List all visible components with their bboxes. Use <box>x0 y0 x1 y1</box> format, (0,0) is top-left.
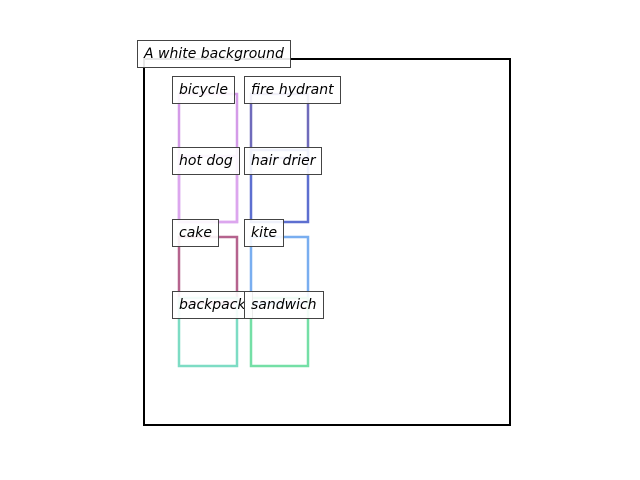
label-kite: kite <box>244 219 285 247</box>
scene-frame <box>143 58 511 426</box>
label-sandwich: sandwich <box>244 291 324 319</box>
label-bicycle: bicycle <box>172 76 235 104</box>
label-hot-dog: hot dog <box>172 147 240 175</box>
label-fire-hydrant: fire hydrant <box>244 76 341 104</box>
label-backpack: backpack <box>172 291 253 319</box>
label-cake: cake <box>172 219 219 247</box>
scene-caption: A white background <box>137 40 291 68</box>
label-hair-drier: hair drier <box>244 147 323 175</box>
